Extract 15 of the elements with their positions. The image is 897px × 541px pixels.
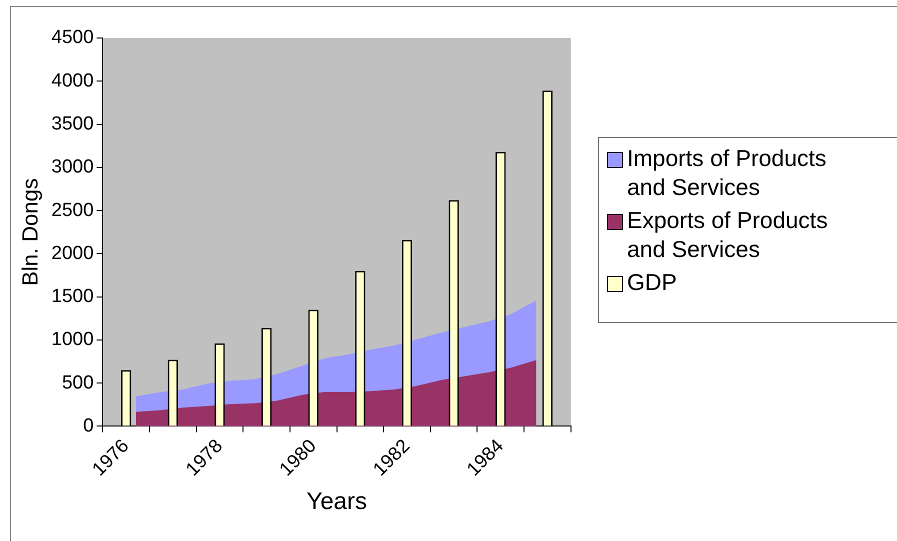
y-tick-label: 1000 bbox=[51, 329, 94, 350]
y-axis-title: Bln. Dongs bbox=[17, 178, 42, 286]
y-tick-label: 500 bbox=[62, 372, 94, 394]
y-tick-label: 3500 bbox=[51, 114, 94, 134]
y-tick-label: 1500 bbox=[51, 286, 94, 308]
y-tick-label: 4000 bbox=[51, 70, 94, 92]
y-tick-label: 0 bbox=[83, 415, 94, 436]
y-tick-label: 4500 bbox=[51, 27, 94, 48]
legend-label: Imports of Products and Services bbox=[627, 144, 828, 202]
y-tick-label: 2500 bbox=[51, 200, 94, 221]
y-tick-label: 3000 bbox=[51, 156, 94, 178]
legend-label: Exports of Products and Services bbox=[627, 206, 829, 264]
x-axis-title: Years bbox=[306, 488, 368, 516]
y-tick-label: 2000 bbox=[51, 242, 94, 264]
legend-label: GDP bbox=[627, 268, 678, 297]
